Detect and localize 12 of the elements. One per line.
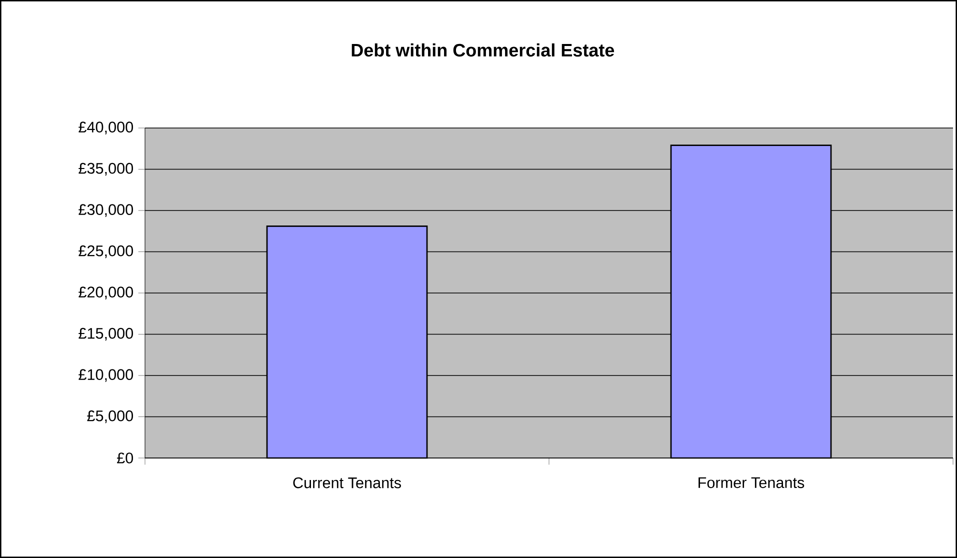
y-tick-label: £30,000: [78, 204, 134, 217]
y-tick-label: £15,000: [78, 328, 134, 341]
y-tick-label: £25,000: [78, 245, 134, 258]
y-tick-label: £40,000: [78, 122, 134, 134]
y-tick-label: £10,000: [78, 369, 134, 382]
chart-title: Debt within Commercial Estate: [352, 43, 614, 57]
y-tick-label: £5,000: [87, 410, 134, 424]
y-tick-label: £20,000: [78, 286, 134, 300]
y-tick-label: £35,000: [78, 162, 134, 176]
y-tick-label: £0: [117, 452, 134, 464]
x-tick-label: Former Tenants: [698, 477, 804, 488]
x-tick-label: Current Tenants: [293, 477, 401, 488]
